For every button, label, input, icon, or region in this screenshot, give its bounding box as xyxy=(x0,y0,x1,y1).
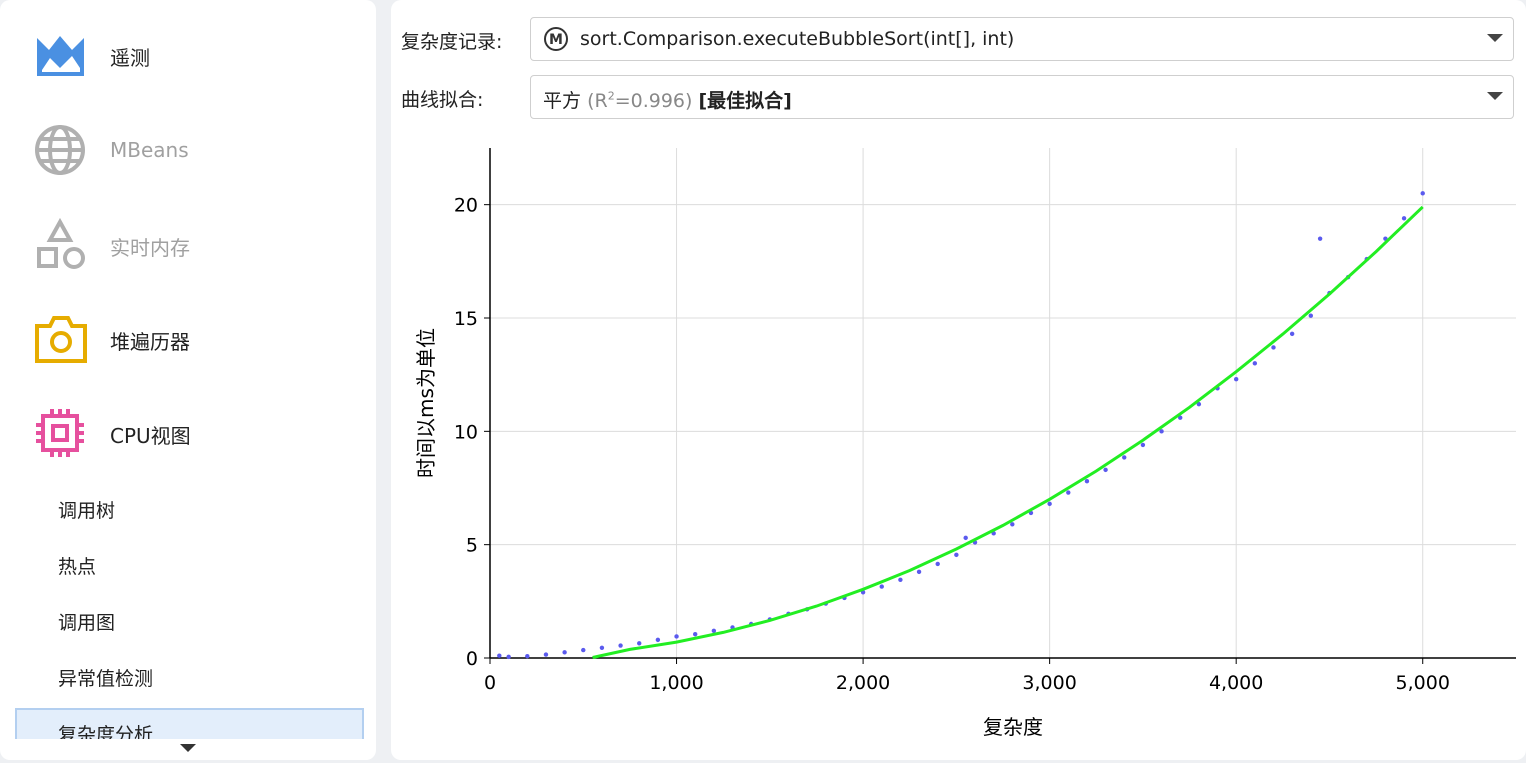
nav-item[interactable]: 堆遍历器 xyxy=(110,330,190,354)
telemetry-icon xyxy=(37,36,84,76)
data-point xyxy=(599,645,605,650)
selected-item[interactable]: 复杂度分析 xyxy=(15,708,364,739)
data-point xyxy=(1317,236,1323,241)
data-point xyxy=(1401,216,1407,221)
x-tick-label: 5,000 xyxy=(1396,672,1450,694)
fit-r-sup: 2 xyxy=(607,89,615,103)
y-tick-label: 10 xyxy=(454,421,478,443)
data-point xyxy=(1010,522,1015,527)
method-badge: M xyxy=(544,27,568,51)
data-point xyxy=(1159,429,1164,434)
fit-name: 平方 xyxy=(543,90,582,112)
data-point xyxy=(1196,401,1202,407)
data-point xyxy=(1289,331,1295,337)
x-tick-label: 1,000 xyxy=(649,672,703,694)
data-point xyxy=(1103,467,1108,473)
data-point xyxy=(1308,313,1313,318)
data-point xyxy=(954,552,959,558)
nav-item[interactable]: 遥测 xyxy=(110,46,150,70)
data-point xyxy=(879,584,884,589)
y-tick-label: 0 xyxy=(466,648,478,670)
fit-r-prefix: (R xyxy=(587,90,608,112)
data-point xyxy=(655,637,661,643)
data-point xyxy=(525,653,530,659)
data-point xyxy=(581,647,586,653)
data-point xyxy=(898,577,903,582)
data-point xyxy=(674,634,679,639)
nav-item[interactable]: MBeans xyxy=(110,138,189,162)
sub-item[interactable]: 调用树 xyxy=(58,500,116,522)
x-tick-label: 0 xyxy=(484,672,496,694)
data-point xyxy=(618,643,623,648)
memory-icon xyxy=(37,218,85,269)
nav-item[interactable]: CPU视图 xyxy=(110,424,191,448)
heap-icon xyxy=(35,316,87,363)
record-label: 复杂度记录: xyxy=(401,31,503,53)
chart: 0 5 10 15 20 0 1,000 2,000 3,000 4,000 5,000 复杂度 时间以… xyxy=(414,148,1516,739)
data-point xyxy=(1420,191,1425,196)
data-point xyxy=(506,654,511,660)
record-combo[interactable]: M sort.Comparison.executeBubbleSort(int[… xyxy=(530,17,1514,61)
data-point xyxy=(693,632,698,637)
record-value: sort.Comparison.executeBubbleSort(int[],… xyxy=(580,28,1015,50)
fit-line xyxy=(592,205,1424,659)
badge-text: M xyxy=(549,32,563,48)
sub-item[interactable]: 热点 xyxy=(58,556,97,578)
fit-combo[interactable]: 平方 (R2=0.996) [最佳拟合] xyxy=(530,75,1514,119)
data-point xyxy=(1140,442,1146,448)
data-point xyxy=(562,650,567,655)
data-point xyxy=(1178,415,1183,420)
data-point xyxy=(963,535,968,541)
dropdown-arrow[interactable] xyxy=(1487,34,1503,44)
fit-label: 曲线拟合: xyxy=(401,89,484,111)
y-tick-label: 15 xyxy=(454,308,478,330)
data-point xyxy=(1233,377,1239,382)
fit-value: 平方 (R2=0.996) [最佳拟合] xyxy=(543,86,792,113)
data-point xyxy=(1047,501,1052,507)
sub-item[interactable]: 调用图 xyxy=(58,612,116,634)
data-point xyxy=(543,652,549,657)
y-axis-label: 时间以ms为单位 xyxy=(414,328,438,478)
data-point xyxy=(711,628,717,633)
x-tick-label: 2,000 xyxy=(836,672,890,694)
y-tick-label: 20 xyxy=(454,195,478,217)
x-axis-label: 复杂度 xyxy=(983,715,1043,739)
data-point xyxy=(1066,490,1071,495)
fit-r-value: =0.996) xyxy=(614,90,693,112)
data-point xyxy=(1252,361,1258,366)
x-tick-label: 3,000 xyxy=(1022,672,1076,694)
data-point xyxy=(1122,455,1127,460)
data-point xyxy=(637,641,642,646)
sub-item[interactable]: 复杂度分析 xyxy=(58,724,154,739)
sidebar: 遥测 MBeans 实时内存 堆遍历器 CPU视图 调用树 热点 调用图 异常值… xyxy=(0,0,376,760)
sub-item[interactable]: 异常值检测 xyxy=(58,668,154,690)
data-point xyxy=(1271,345,1276,350)
cpu-icon xyxy=(36,409,84,457)
scroll-arrow[interactable] xyxy=(180,744,198,754)
fit-best: [最佳拟合] xyxy=(698,90,792,112)
data-point xyxy=(916,569,922,575)
data-point xyxy=(497,653,502,658)
x-tick-label: 4,000 xyxy=(1209,672,1263,694)
dropdown-arrow[interactable] xyxy=(1487,92,1503,102)
data-point xyxy=(935,561,940,567)
main-panel xyxy=(391,0,1526,760)
y-tick-label: 5 xyxy=(466,535,478,557)
mbeans-icon xyxy=(35,125,85,175)
data-point xyxy=(1084,479,1090,484)
nav-item[interactable]: 实时内存 xyxy=(110,236,190,260)
